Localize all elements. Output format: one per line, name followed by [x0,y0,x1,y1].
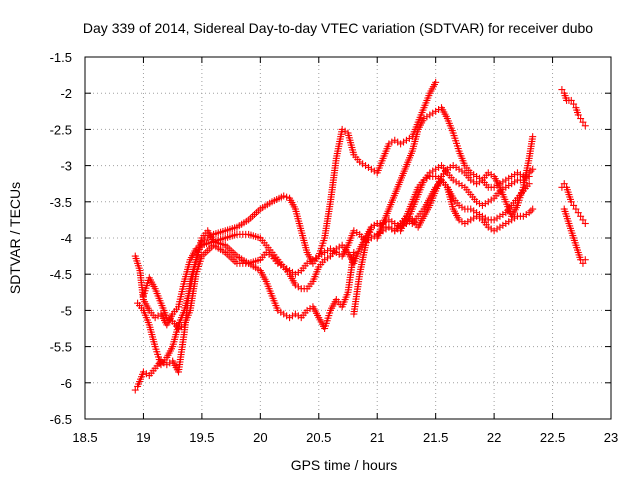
track-i-point [572,205,580,213]
y-tick-label: -5 [60,303,72,318]
track-h-point [567,96,575,104]
track-c-point [350,248,358,256]
y-tick-label: -6 [60,376,72,391]
track-d-point [529,133,537,141]
track-j-point [579,259,587,267]
y-tick-label: -6.5 [50,412,72,427]
track-i-point [570,201,578,209]
x-tick-label: 18.5 [72,430,97,445]
x-axis-label: GPS time / hours [291,457,398,473]
track-j-point [581,256,589,264]
track-i-point [560,180,568,188]
x-tick-label: 20.5 [306,430,331,445]
track-h-point [577,115,585,123]
x-tick-label: 21.5 [423,430,448,445]
x-tick-labels: 18.5 19 19.5 20 20.5 21 21.5 22 22.5 23 [72,430,618,445]
track-h-point [574,111,582,119]
y-tick-label: -2 [60,86,72,101]
y-axis-label: SDTVAR / TECUs [7,182,23,294]
y-tick-label: -2.5 [50,122,72,137]
x-tick-label: 19.5 [189,430,214,445]
plot-frame [84,56,612,420]
y-tick-label: -3 [60,159,72,174]
track-g-point [525,180,533,188]
track-h-point [579,118,587,126]
track-i-point [577,212,585,220]
x-tick-label: 19 [136,430,150,445]
track-e-point [527,207,535,215]
x-tick-label: 20 [253,430,267,445]
track-i-point [574,209,582,217]
track-i-point [567,198,575,206]
chart-title: Day 339 of 2014, Sidereal Day-to-day VTE… [83,20,593,36]
track-e-point [529,205,537,213]
track-i-point [579,216,587,224]
y-tick-label: -5.5 [50,340,72,355]
track-h-point [581,122,589,130]
y-tick-label: -4.5 [50,267,72,282]
track-f-point [527,167,535,175]
track-a-point [283,193,291,201]
x-tick-label: 23 [604,430,618,445]
track-h-point [570,100,578,108]
track-a-point [280,192,288,200]
track-i-point [581,220,589,228]
x-tick-label: 22.5 [540,430,565,445]
y-tick-labels: -1.5 -2 -2.5 -3 -3.5 -4 -4.5 -5 -5.5 -6 -6.5 [50,50,72,427]
track-a-point [131,386,139,394]
y-tick-label: -4 [60,231,72,246]
y-tick-label: -3.5 [50,195,72,210]
x-tick-label: 22 [487,430,501,445]
x-tick-label: 21 [370,430,384,445]
track-h-point [558,86,566,94]
data-points [131,78,589,394]
track-a-point [432,78,440,86]
track-f-point [529,165,537,173]
y-tick-label: -1.5 [50,50,72,65]
